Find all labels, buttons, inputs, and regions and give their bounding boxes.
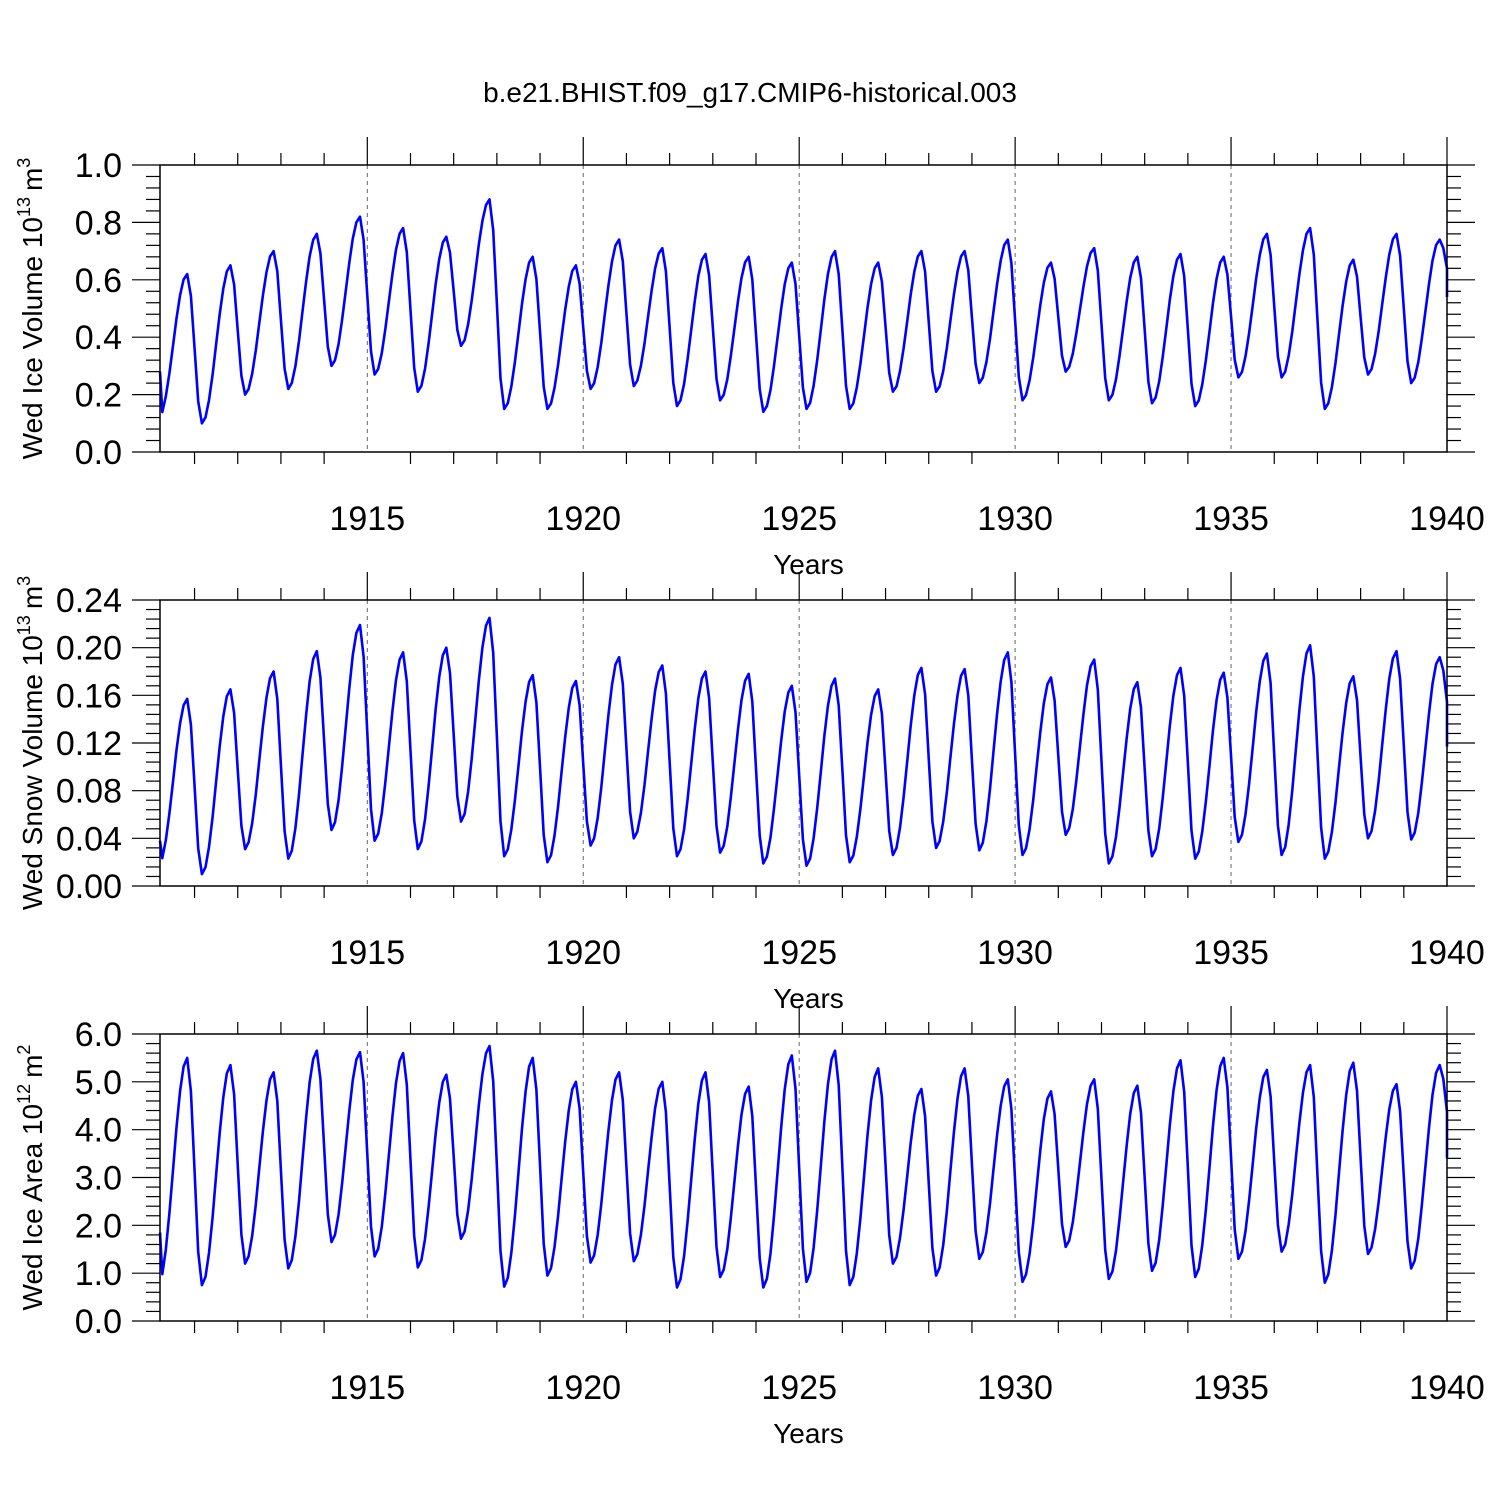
y-tick-label: 0.2	[75, 377, 122, 415]
y-tick-label: 3.0	[75, 1160, 122, 1198]
x-tick-label: 1925	[761, 1369, 837, 1407]
y-axis-label: Wed Snow Volume 1013 m3	[14, 576, 48, 910]
y-tick-label: 0.12	[56, 725, 122, 763]
y-axis-label-unit-exp: 2	[14, 1045, 34, 1055]
y-tick-label: 0.20	[56, 630, 122, 668]
y-tick-label: 0.4	[75, 319, 122, 357]
y-tick-label: 2.0	[75, 1207, 122, 1245]
x-tick-label: 1925	[761, 500, 837, 538]
y-tick-label: 0.08	[56, 773, 122, 811]
panels: 0.0 0.2 0.4 0.6 0.8 1.0 1915 1920 1925 1930 1935 19…	[14, 137, 1485, 1449]
y-tick-label: 6.0	[75, 1016, 122, 1054]
x-tick-label: 1920	[545, 934, 621, 972]
y-tick-label: 0.04	[56, 820, 122, 858]
y-axis-label-unit: m	[17, 1055, 48, 1078]
x-tick-label: 1920	[545, 500, 621, 538]
y-tick-label: 0.24	[56, 582, 122, 620]
y-axis-label-unit-exp: 3	[14, 576, 34, 586]
x-axis-label: Years	[773, 1418, 844, 1449]
y-tick-label: 0.16	[56, 677, 122, 715]
y-tick-label: 4.0	[75, 1112, 122, 1150]
series-line	[158, 198, 1449, 425]
x-tick-label: 1940	[1409, 934, 1485, 972]
series-line	[158, 616, 1449, 876]
x-tick-label: 1935	[1193, 1369, 1269, 1407]
x-tick-label: 1935	[1193, 500, 1269, 538]
y-tick-label: 0.00	[56, 868, 122, 906]
x-tick-label: 1925	[761, 934, 837, 972]
panel-1: 0.0 0.2 0.4 0.6 0.8 1.0 1915 1920 1925 1930 1935 19…	[14, 137, 1485, 580]
y-tick-label: 5.0	[75, 1064, 122, 1102]
plot-frame	[159, 164, 1448, 453]
x-tick-label: 1930	[977, 500, 1053, 538]
x-tick-label: 1940	[1409, 500, 1485, 538]
x-tick-label: 1920	[545, 1369, 621, 1407]
y-axis-label-unit: m	[17, 168, 48, 191]
x-tick-label: 1930	[977, 1369, 1053, 1407]
x-tick-label: 1935	[1193, 934, 1269, 972]
x-tick-label: 1915	[329, 500, 405, 538]
series-line	[158, 1044, 1449, 1289]
x-tick-label: 1930	[977, 934, 1053, 972]
y-tick-label: 0.0	[75, 1303, 122, 1341]
x-axis-label: Years	[773, 549, 844, 580]
y-axis-label-text: Wed Snow Volume 10	[17, 635, 48, 910]
y-tick-label: 0.6	[75, 262, 122, 300]
y-tick-label: 0.0	[75, 434, 122, 472]
y-tick-label: 1.0	[75, 147, 122, 185]
panel-2: 0.00 0.04 0.08 0.12 0.16 0.20 0.24 1915 1920 1925…	[14, 572, 1485, 1014]
y-axis-label: Wed Ice Volume 1013 m3	[14, 158, 48, 460]
x-tick-label: 1915	[329, 934, 405, 972]
y-axis-label-unit: m	[17, 586, 48, 609]
y-tick-label: 1.0	[75, 1255, 122, 1293]
y-axis-label-unit-exp: 3	[14, 158, 34, 168]
panel-3: 0.0 1.0 2.0 3.0 4.0 5.0 6.0 1915 1920 1925 1930 193…	[14, 1006, 1485, 1449]
y-tick-label: 0.8	[75, 204, 122, 242]
y-axis-label-text: Wed Ice Area 10	[17, 1104, 48, 1311]
x-tick-label: 1940	[1409, 1369, 1485, 1407]
y-axis-label-text: Wed Ice Volume 10	[17, 217, 48, 459]
y-axis-label-exp: 13	[14, 197, 34, 217]
figure-title: b.e21.BHIST.f09_g17.CMIP6-historical.003	[483, 77, 1017, 108]
y-axis-label-exp: 13	[14, 615, 34, 635]
x-axis-label: Years	[773, 983, 844, 1014]
y-axis-label-exp: 12	[14, 1084, 34, 1104]
y-axis-label: Wed Ice Area 1012 m2	[14, 1045, 48, 1311]
x-tick-label: 1915	[329, 1369, 405, 1407]
